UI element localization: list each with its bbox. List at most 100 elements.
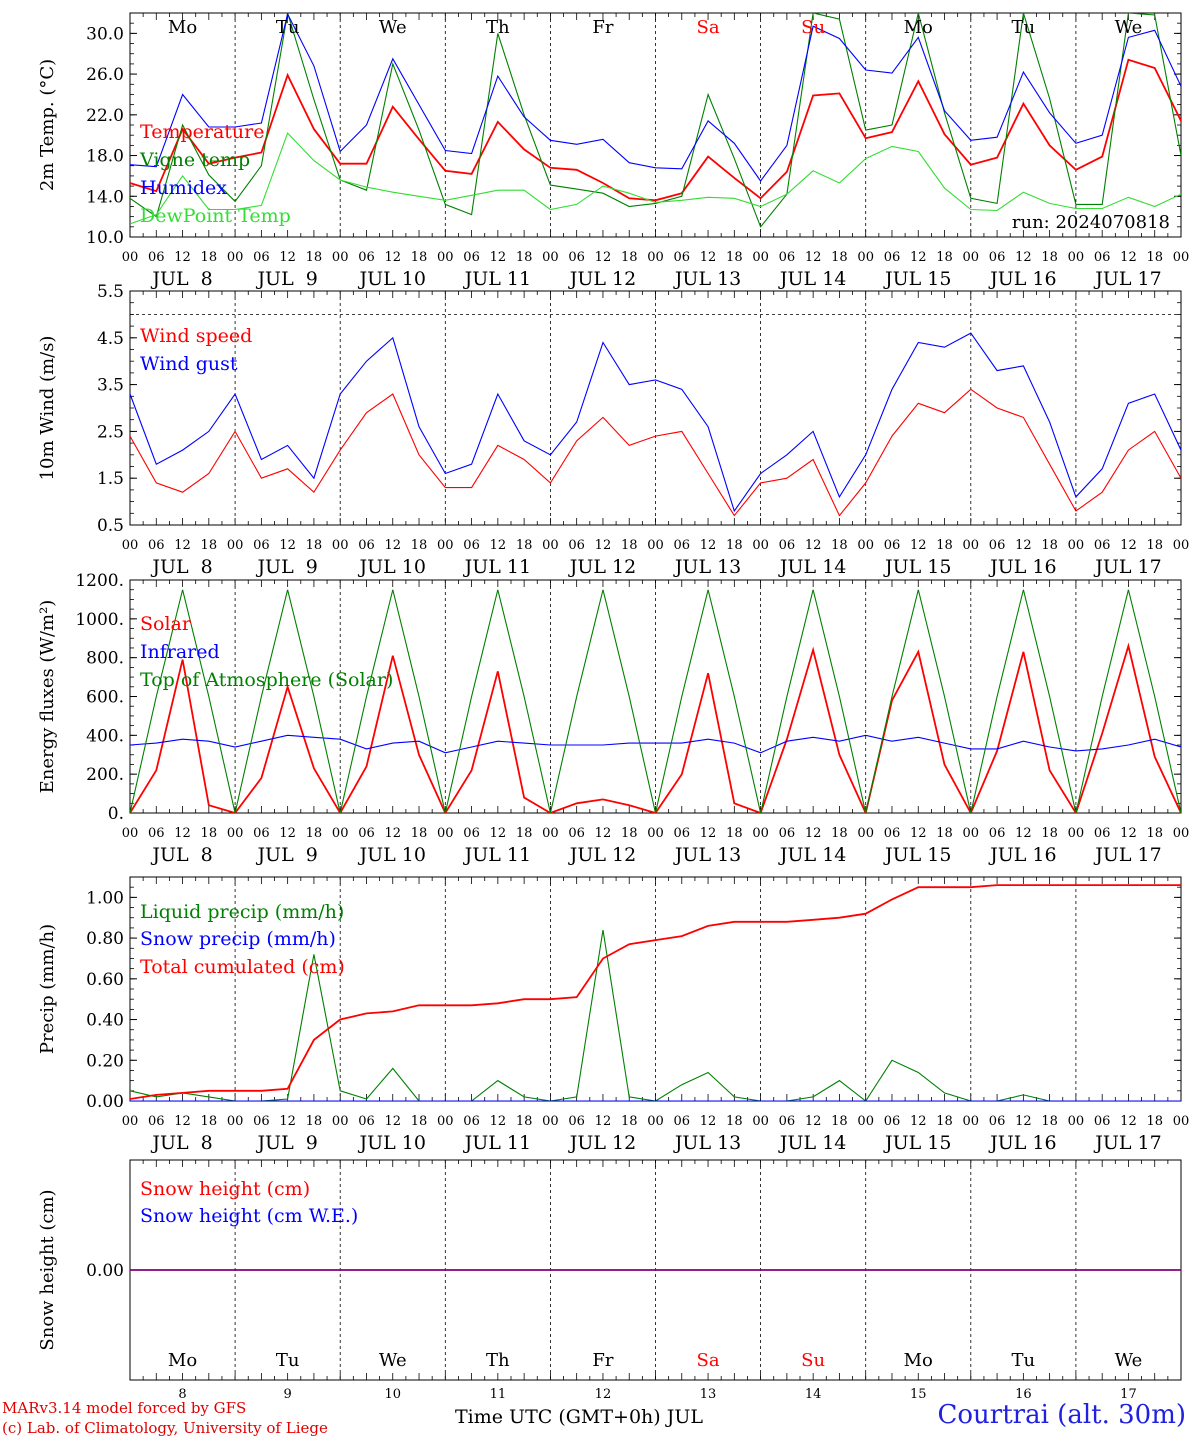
date-label: JUL 16 [988,268,1056,290]
hour-label: 18 [411,826,428,841]
hour-label: 00 [122,1114,139,1129]
date-label: JUL 16 [988,1132,1056,1154]
date-label: JUL 17 [1093,844,1161,866]
hour-label: 00 [227,250,244,265]
hour-label: 12 [174,1114,191,1129]
date-label: JUL 16 [988,556,1056,578]
hour-label: 06 [779,826,796,841]
panel-2: 0.5 1.5 2.5 3.5 4.5 5.5 10m Wind (m/s) Wind spe… [37,282,1189,578]
series-line-green [130,13,1181,228]
date-label: JUL 17 [1093,1132,1161,1154]
y-tick-label: 400. [86,726,124,746]
hour-label: 12 [910,250,927,265]
hour-label: 06 [568,1114,585,1129]
series-line-blue [130,13,1181,182]
hour-label: 12 [279,1114,296,1129]
day-name: Tu [1012,17,1036,38]
hour-label: 06 [148,826,165,841]
series-line-red [130,884,1181,1100]
day-name: Tu [276,1350,300,1371]
hour-label: 06 [568,826,585,841]
date-label: JUL 12 [568,268,636,290]
hour-label: 06 [779,1114,796,1129]
hour-label: 00 [647,1114,664,1129]
hour-label: 12 [1120,538,1137,553]
lab-credit: (c) Lab. of Climatology, University of L… [2,1419,328,1437]
day-name: We [379,1350,407,1371]
hour-label: 06 [358,250,375,265]
hour-label: 18 [201,250,218,265]
hour-label: 12 [490,538,507,553]
station-name: Courtrai (alt. 30m) [937,1400,1187,1430]
y-tick-label: 0. [108,804,124,824]
date-label: JUL 13 [673,1132,741,1154]
y-axis-label: Energy fluxes (W/m²) [37,600,58,794]
hour-label: 00 [752,250,769,265]
date-label: JUL 8 [150,268,212,290]
day-name: Tu [1012,1350,1036,1371]
day-number: 11 [490,1387,507,1402]
hour-label: 06 [989,250,1006,265]
date-label: JUL 13 [673,268,741,290]
hour-label: 12 [174,538,191,553]
day-name: Tu [276,17,300,38]
hour-label: 12 [910,826,927,841]
legend-entry: Snow precip (mm/h) [140,928,336,950]
hour-label: 18 [831,1114,848,1129]
hour-label: 18 [1146,538,1163,553]
hour-label: 12 [700,826,717,841]
hour-label: 12 [805,250,822,265]
date-label: JUL 14 [778,1132,846,1154]
y-tick-label: 5.5 [97,282,124,302]
hour-label: 12 [384,250,401,265]
hour-label: 18 [621,826,638,841]
hour-label: 00 [963,250,980,265]
hour-label: 00 [647,826,664,841]
hour-label: 00 [332,1114,349,1129]
y-tick-label: 4.5 [97,329,124,349]
date-label: JUL 15 [883,268,951,290]
hour-label: 12 [1015,826,1032,841]
hour-label: 18 [1146,250,1163,265]
date-label: JUL 15 [883,556,951,578]
hour-label: 00 [542,1114,559,1129]
hour-label: 00 [647,538,664,553]
y-tick-label: 18.0 [86,147,124,167]
hour-label: 12 [595,1114,612,1129]
y-tick-label: 1.00 [86,888,124,908]
legend-entry: Vigne temp [139,149,250,171]
hour-label: 00 [1173,538,1190,553]
hour-label: 00 [752,1114,769,1129]
hour-label: 18 [726,826,743,841]
hour-label: 06 [1094,250,1111,265]
hour-label: 06 [463,826,480,841]
hour-label: 06 [358,1114,375,1129]
hour-label: 00 [1173,826,1190,841]
hour-label: 06 [148,250,165,265]
legend-entry: Infrared [140,641,220,663]
y-tick-label: 200. [86,765,124,785]
hour-label: 00 [227,538,244,553]
panel-5: 0.00 Snow height (cm) Snow height (cm) Snow… [37,1159,1182,1402]
hour-label: 00 [122,538,139,553]
hour-label: 06 [568,250,585,265]
hour-label: 06 [463,538,480,553]
y-tick-label: 30.0 [86,24,124,44]
hour-label: 06 [253,1114,270,1129]
day-number: 9 [284,1387,292,1402]
hour-label: 00 [857,538,874,553]
legend-entry: Humidex [140,177,227,199]
hour-label: 00 [752,538,769,553]
hour-label: 18 [831,826,848,841]
date-label: JUL 8 [150,844,212,866]
hour-label: 06 [989,826,1006,841]
hour-label: 06 [1094,1114,1111,1129]
hour-label: 12 [1015,250,1032,265]
date-label: JUL 12 [568,1132,636,1154]
hour-label: 12 [700,1114,717,1129]
hour-label: 12 [490,826,507,841]
legend-entry: Solar [140,613,192,635]
hour-label: 18 [936,538,953,553]
hour-label: 18 [201,1114,218,1129]
